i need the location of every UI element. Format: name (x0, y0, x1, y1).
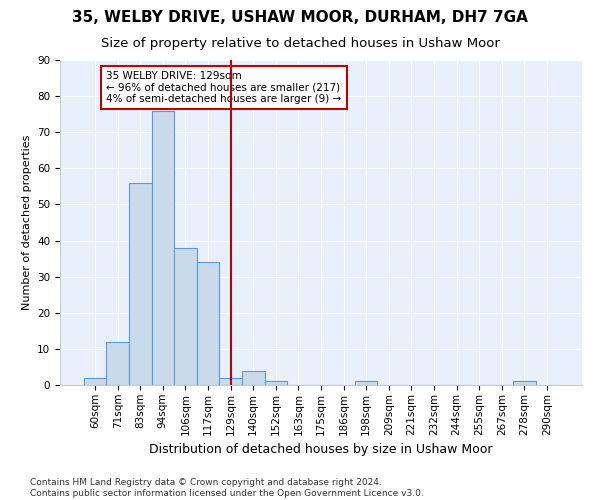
Bar (355, 382, 377, 385)
Bar (265, 382, 287, 385)
Bar (152, 110, 174, 385)
Bar (197, 262, 220, 385)
Text: 35, WELBY DRIVE, USHAW MOOR, DURHAM, DH7 7GA: 35, WELBY DRIVE, USHAW MOOR, DURHAM, DH7… (72, 10, 528, 25)
Text: Size of property relative to detached houses in Ushaw Moor: Size of property relative to detached ho… (101, 38, 499, 51)
Bar (84, 378, 106, 385)
X-axis label: Distribution of detached houses by size in Ushaw Moor: Distribution of detached houses by size … (149, 443, 493, 456)
Text: 35 WELBY DRIVE: 129sqm
← 96% of detached houses are smaller (217)
4% of semi-det: 35 WELBY DRIVE: 129sqm ← 96% of detached… (106, 71, 341, 104)
Bar (242, 370, 265, 385)
Bar (513, 382, 536, 385)
Bar (220, 378, 242, 385)
Y-axis label: Number of detached properties: Number of detached properties (22, 135, 32, 310)
Bar (106, 342, 129, 385)
Bar (129, 183, 152, 385)
Text: Contains HM Land Registry data © Crown copyright and database right 2024.
Contai: Contains HM Land Registry data © Crown c… (30, 478, 424, 498)
Bar (174, 248, 197, 385)
